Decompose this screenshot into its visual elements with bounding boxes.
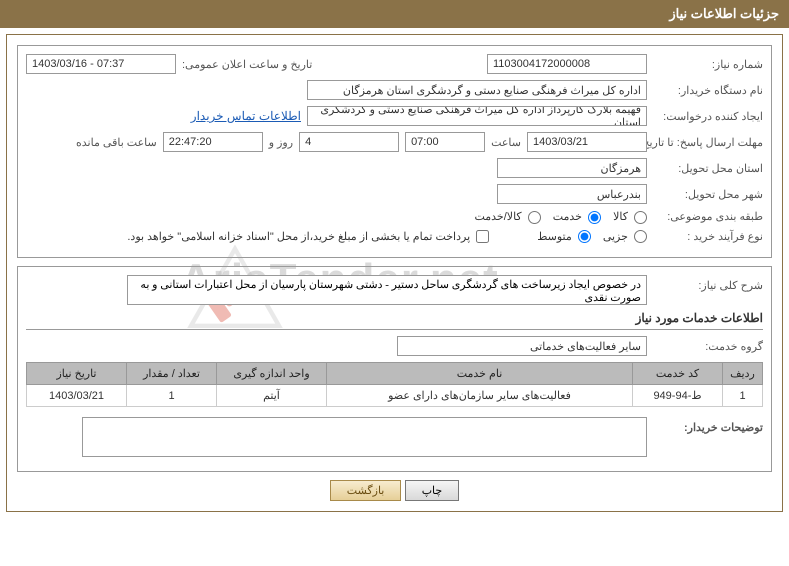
info-box-2: شرح کلی نیاز: اطلاعات خدمات مورد نیاز گر…	[17, 266, 772, 472]
buyer-contact-link[interactable]: اطلاعات تماس خریدار	[191, 109, 301, 123]
need-no-field: 1103004172000008	[487, 54, 647, 74]
remain-time-field: 22:47:20	[163, 132, 263, 152]
back-button[interactable]: بازگشت	[330, 480, 402, 501]
general-desc-label: شرح کلی نیاز:	[653, 275, 763, 292]
buyer-notes-label: توضیحات خریدار:	[653, 417, 763, 434]
requester-field: فهیمه بلارک کارپرداز اداره کل میراث فرهن…	[307, 106, 647, 126]
need-no-label: شماره نیاز:	[653, 58, 763, 71]
radio-service[interactable]: خدمت	[553, 210, 601, 224]
announce-label: تاریخ و ساعت اعلان عمومی:	[182, 58, 312, 71]
button-row: چاپ بازگشت	[17, 480, 772, 501]
th-date: تاریخ نیاز	[27, 363, 127, 385]
th-qty: تعداد / مقدار	[127, 363, 217, 385]
radio-medium[interactable]: متوسط	[537, 230, 591, 244]
buyer-org-field: اداره کل میراث فرهنگی صنایع دستی و گردشگ…	[307, 80, 647, 100]
announce-field: 1403/03/16 - 07:37	[26, 54, 176, 74]
subject-class-label: طبقه بندی موضوعی:	[653, 210, 763, 223]
buyer-org-label: نام دستگاه خریدار:	[653, 84, 763, 97]
service-group-label: گروه خدمت:	[653, 340, 763, 353]
deadline-label: مهلت ارسال پاسخ: تا تاریخ:	[653, 136, 763, 149]
buyer-notes-box	[82, 417, 647, 457]
table-row: 1 ط-94-949 فعالیت‌های سایر سازمان‌های دا…	[27, 385, 763, 407]
th-name: نام خدمت	[327, 363, 633, 385]
remain-suffix-label: ساعت باقی مانده	[76, 136, 157, 149]
service-group-field: سایر فعالیت‌های خدماتی	[397, 336, 647, 356]
radio-goods[interactable]: کالا	[613, 210, 647, 224]
radio-both[interactable]: کالا/خدمت	[474, 210, 540, 224]
radio-partial[interactable]: جزیی	[603, 230, 647, 244]
days-and-label: روز و	[269, 136, 293, 149]
province-label: استان محل تحویل:	[653, 162, 763, 175]
deadline-time-label: ساعت	[491, 136, 521, 149]
city-field: بندرعباس	[497, 184, 647, 204]
print-button[interactable]: چاپ	[405, 480, 460, 501]
cell-unit: آیتم	[217, 385, 327, 407]
page-header: جزئیات اطلاعات نیاز	[0, 0, 789, 28]
city-label: شهر محل تحویل:	[653, 188, 763, 201]
services-section-title: اطلاعات خدمات مورد نیاز	[26, 311, 763, 325]
cell-name: فعالیت‌های سایر سازمان‌های دارای عضو	[327, 385, 633, 407]
cell-qty: 1	[127, 385, 217, 407]
th-unit: واحد اندازه گیری	[217, 363, 327, 385]
remain-days-field: 4	[299, 132, 399, 152]
requester-label: ایجاد کننده درخواست:	[653, 110, 763, 123]
checkbox-payment[interactable]: پرداخت تمام یا بخشی از مبلغ خرید،از محل …	[127, 230, 489, 244]
page-title: جزئیات اطلاعات نیاز	[669, 6, 779, 21]
purchase-type-label: نوع فرآیند خرید :	[653, 230, 763, 243]
cell-code: ط-94-949	[633, 385, 723, 407]
main-frame: AriaTender.net شماره نیاز: 1103004172000…	[6, 34, 783, 512]
general-desc-field	[127, 275, 647, 305]
province-field: هرمزگان	[497, 158, 647, 178]
th-row: ردیف	[723, 363, 763, 385]
cell-date: 1403/03/21	[27, 385, 127, 407]
services-table: ردیف کد خدمت نام خدمت واحد اندازه گیری ت…	[26, 362, 763, 407]
deadline-date-field: 1403/03/21	[527, 132, 647, 152]
cell-idx: 1	[723, 385, 763, 407]
deadline-time-field: 07:00	[405, 132, 485, 152]
info-box-1: شماره نیاز: 1103004172000008 تاریخ و ساع…	[17, 45, 772, 258]
th-code: کد خدمت	[633, 363, 723, 385]
